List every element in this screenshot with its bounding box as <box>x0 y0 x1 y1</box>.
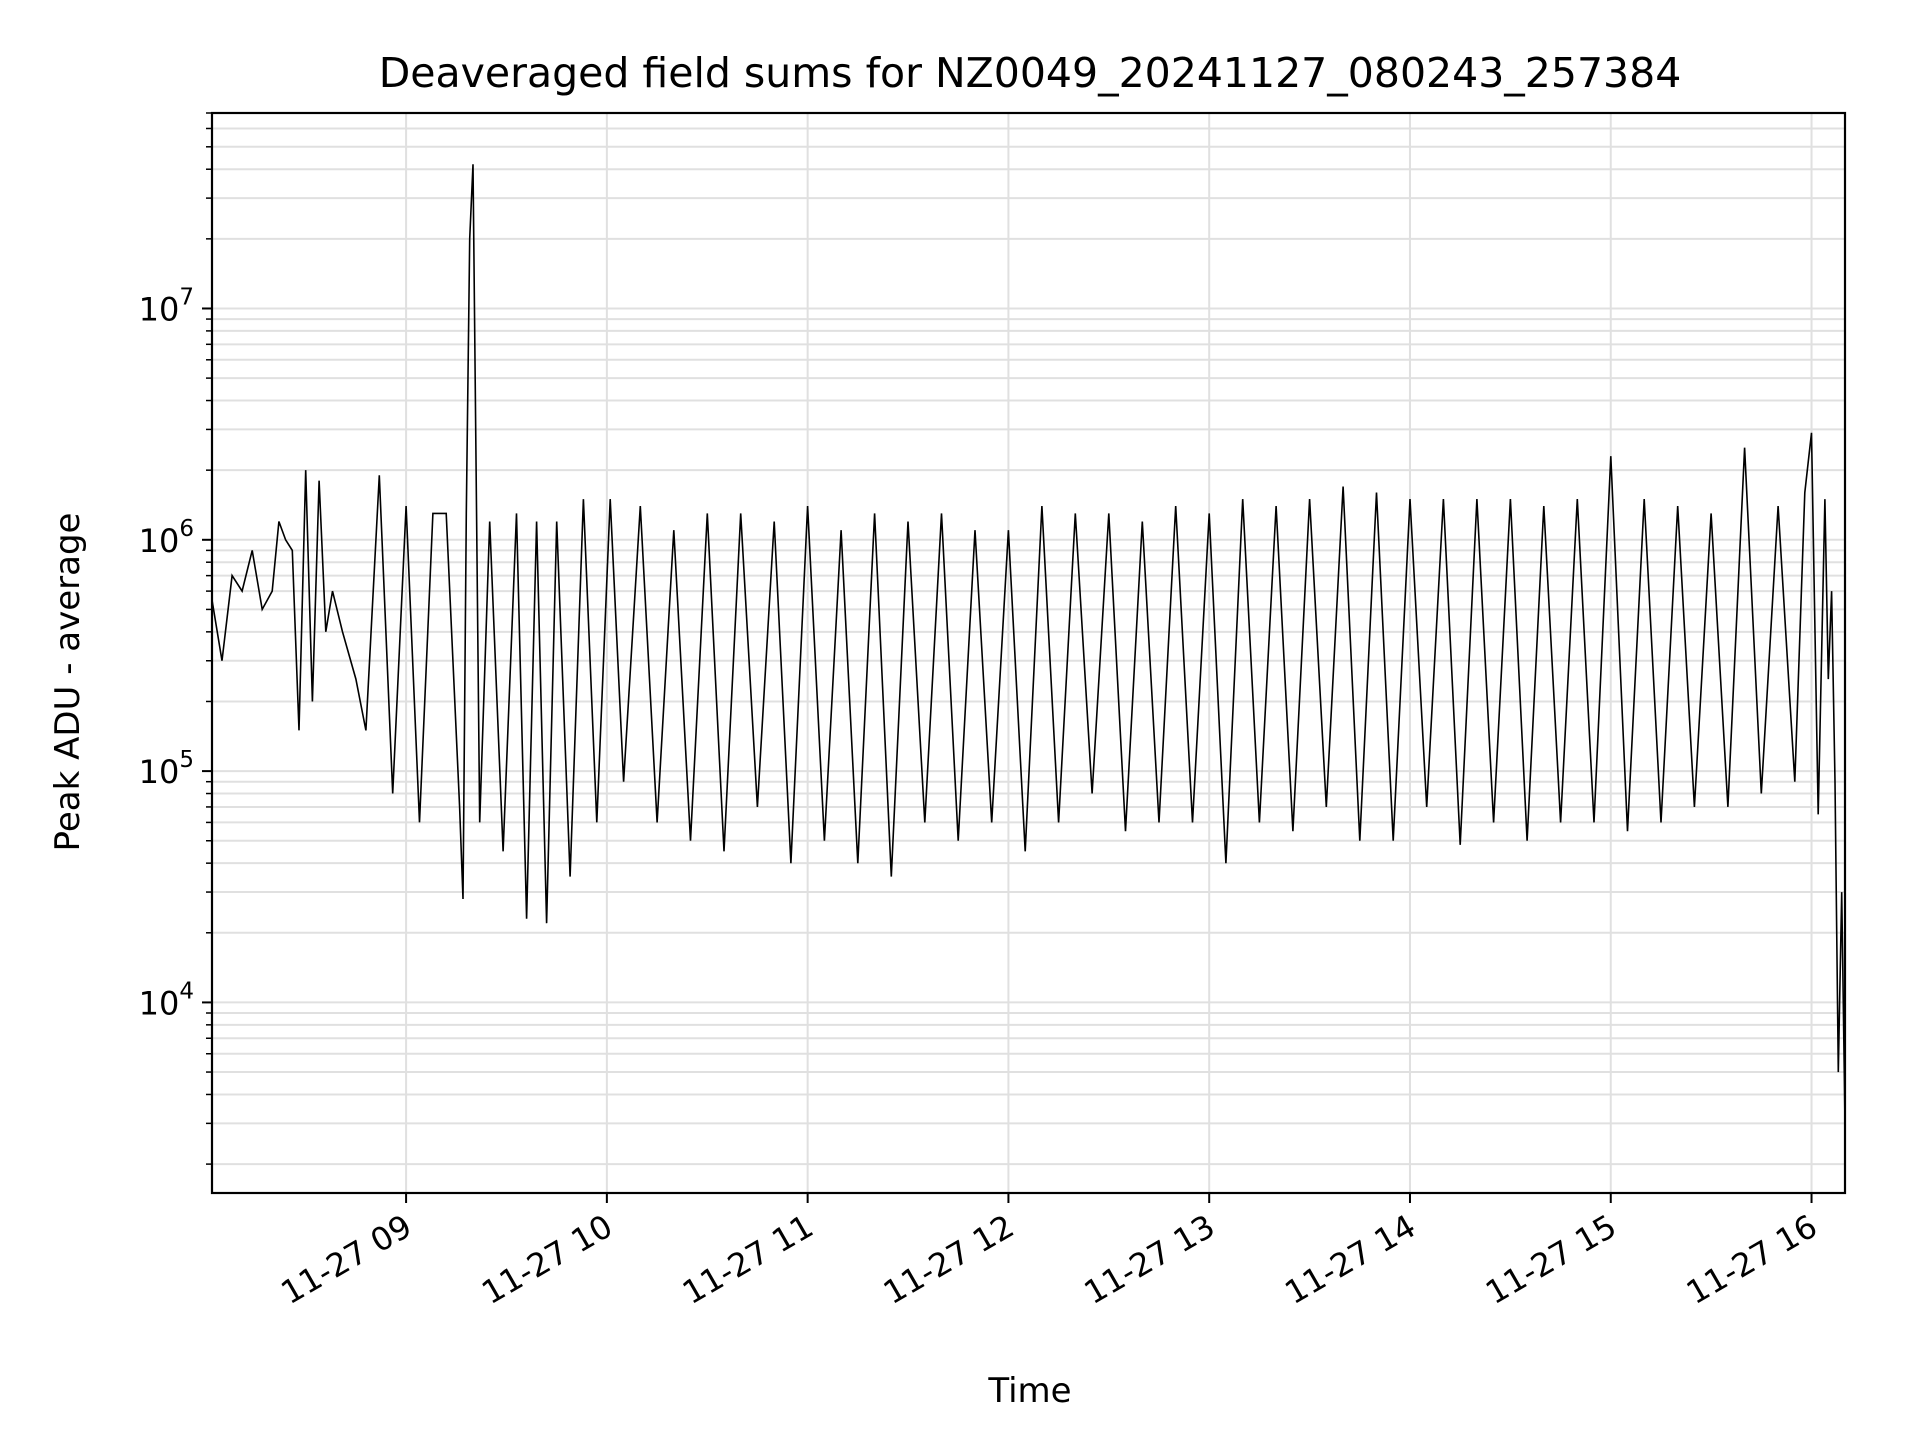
y-tick-label: 106 <box>139 516 194 560</box>
x-tick-label: 11-27 16 <box>1680 1207 1824 1312</box>
y-tick-label: 107 <box>139 284 194 328</box>
x-tick-label: 11-27 12 <box>877 1207 1021 1312</box>
grid-layer <box>212 112 1845 1193</box>
y-tick-label: 104 <box>139 978 194 1022</box>
x-tick-label: 11-27 10 <box>475 1207 619 1312</box>
x-tick-label: 11-27 15 <box>1479 1207 1623 1312</box>
x-tick-label: 11-27 11 <box>676 1207 820 1312</box>
y-tick-label: 105 <box>139 747 194 791</box>
chart-title: Deaveraged field sums for NZ0049_2024112… <box>379 49 1682 97</box>
series-line <box>211 164 1846 1124</box>
x-axis-label: Time <box>987 1371 1071 1411</box>
data-layer <box>211 164 1846 1124</box>
x-tick-label: 11-27 09 <box>274 1207 418 1312</box>
x-tick-label: 11-27 13 <box>1078 1207 1222 1312</box>
y-axis-label: Peak ADU - average <box>48 513 88 852</box>
x-tick-label: 11-27 14 <box>1278 1207 1422 1312</box>
plot-frame <box>210 111 1847 1195</box>
